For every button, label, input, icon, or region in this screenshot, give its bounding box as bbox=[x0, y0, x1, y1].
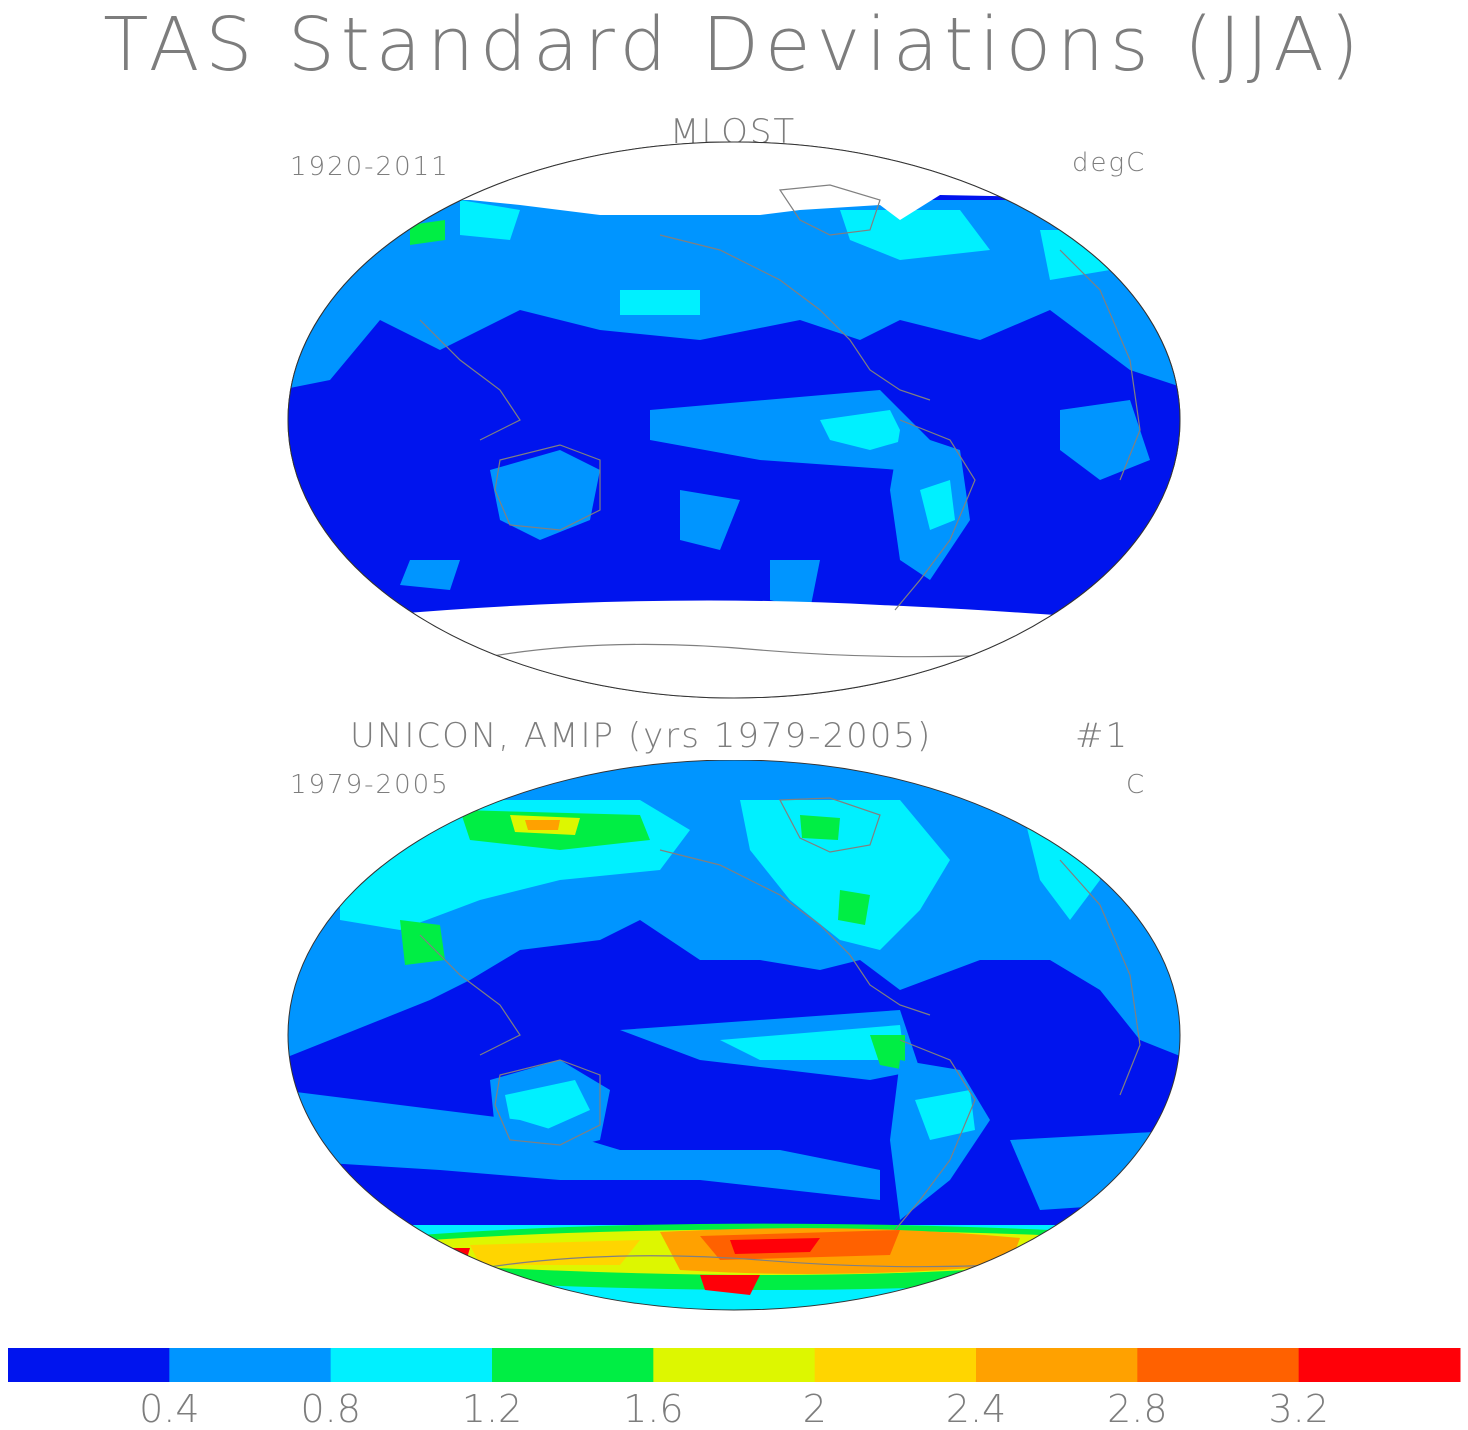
colorbar-tick-label: 2.8 bbox=[1107, 1387, 1167, 1430]
colorbar: 0.4 0.8 1.2 1.6 2 2.4 2.8 3.2 bbox=[8, 1348, 1461, 1430]
colorbar-tick-label: 2.4 bbox=[946, 1387, 1006, 1430]
figure-title: TAS Standard Deviations (JJA) bbox=[103, 2, 1365, 88]
colorbar-swatch bbox=[8, 1348, 170, 1382]
colorbar-tick-label: 1.6 bbox=[623, 1387, 683, 1430]
panel2-period: 1979-2005 bbox=[290, 770, 450, 800]
panel2-units: C bbox=[1126, 770, 1147, 800]
colorbar-swatch bbox=[169, 1348, 332, 1382]
panel2-title: UNICON, AMIP (yrs 1979-2005) bbox=[350, 716, 933, 756]
colorbar-swatch bbox=[814, 1348, 977, 1382]
mlost-map bbox=[287, 141, 1181, 699]
colorbar-swatch bbox=[653, 1348, 816, 1382]
colorbar-swatch bbox=[976, 1348, 1138, 1382]
colorbar-tick-label: 2 bbox=[803, 1387, 827, 1430]
colorbar-tick-label: 3.2 bbox=[1268, 1387, 1328, 1430]
panel2-tag: #1 bbox=[1075, 716, 1130, 756]
colorbar-tick-label: 0.8 bbox=[300, 1387, 360, 1430]
panel1-period: 1920-2011 bbox=[290, 152, 450, 182]
colorbar-tick-label: 1.2 bbox=[462, 1387, 522, 1430]
panel1-units: degC bbox=[1072, 148, 1147, 178]
unicon-amip-map bbox=[287, 760, 1181, 1311]
colorbar-swatch bbox=[1298, 1348, 1461, 1382]
colorbar-swatch bbox=[492, 1348, 654, 1382]
colorbar-tick-label: 0.4 bbox=[139, 1387, 199, 1430]
colorbar-swatch bbox=[1137, 1348, 1300, 1382]
colorbar-swatch bbox=[330, 1348, 493, 1382]
